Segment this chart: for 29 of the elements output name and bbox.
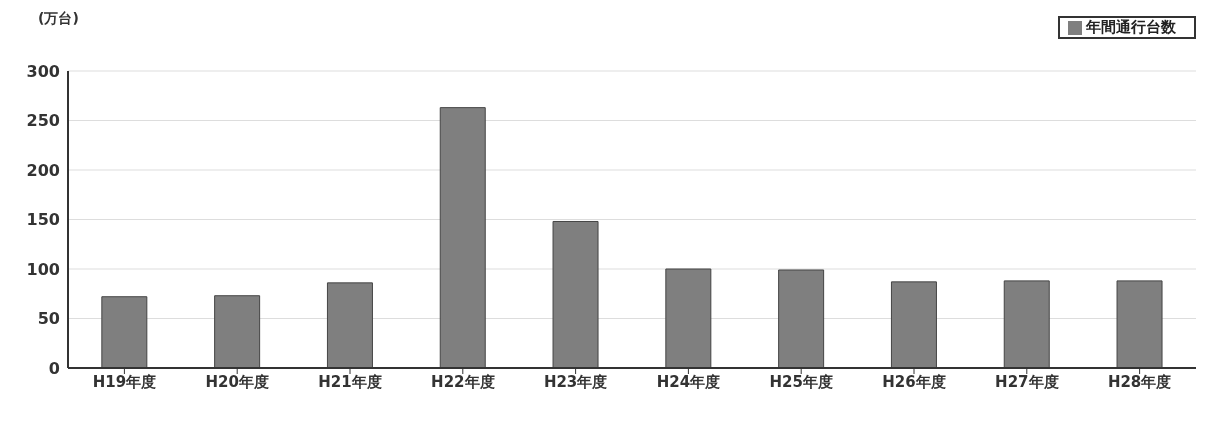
y-tick-label: 200 [26,160,60,180]
bar [1116,280,1163,368]
x-tick-label: H28年度 [1107,372,1172,391]
bar [101,296,148,368]
x-tick-label: H27年度 [995,372,1059,391]
bar [326,282,373,368]
x-tick-label: H21年度 [318,372,382,391]
x-tick-label: H26年度 [882,372,946,391]
x-tick-label: H25年度 [769,372,833,391]
y-tick-label: 150 [26,210,60,230]
x-tick-label: H20年度 [205,372,269,391]
bar [214,295,261,368]
x-tick-label: H22年度 [431,372,495,391]
y-tick-label: 0 [48,358,60,378]
x-tick-label: H19年度 [92,372,157,391]
y-tick-label: 300 [26,61,60,81]
x-tick-label: H24年度 [656,372,721,391]
bar [665,268,712,368]
bar [890,281,937,368]
bar [439,107,486,368]
y-tick-label: 50 [37,309,60,329]
bar [778,269,825,368]
legend-label: 年間通行台数 [1086,18,1176,36]
y-axis-title: (万台) [38,10,79,28]
x-tick-label: H23年度 [543,372,608,391]
y-tick-label: 100 [26,259,60,279]
bar [552,220,599,368]
y-tick-label: 250 [26,111,60,131]
bar [1003,280,1050,368]
